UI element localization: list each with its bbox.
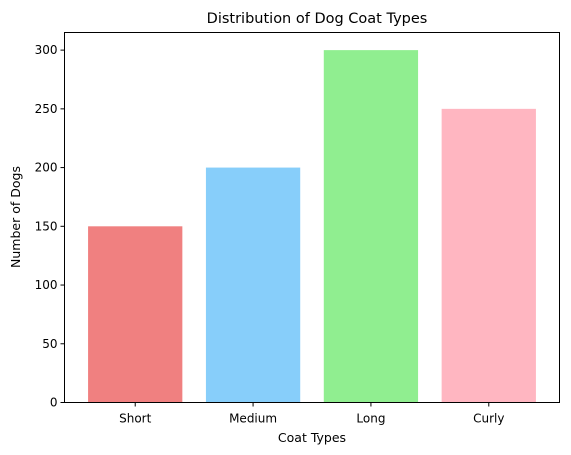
y-axis-label: Number of Dogs [8, 166, 23, 268]
bar-medium [205, 167, 301, 403]
x-tick-label: Short [119, 412, 151, 426]
plot-frame [64, 32, 560, 403]
y-tick-label: 100 [35, 278, 58, 292]
bar-long [323, 50, 419, 403]
y-tick-label: 250 [35, 102, 58, 116]
bar-short [88, 226, 183, 403]
y-tick-label: 300 [35, 43, 58, 57]
y-tick-label: 50 [42, 337, 57, 351]
y-tick-label: 0 [50, 396, 58, 410]
x-tick-label: Curly [473, 412, 504, 426]
x-tick-label: Long [356, 412, 385, 426]
bar-curly [441, 108, 536, 403]
y-tick-label: 200 [35, 161, 58, 175]
chart-title: Distribution of Dog Coat Types [207, 11, 428, 27]
bars-group [88, 50, 536, 403]
x-axis-ticks: Short Medium Long Curly [119, 402, 504, 426]
x-tick-label: Medium [229, 412, 277, 426]
x-axis-label: Coat Types [278, 430, 346, 445]
y-axis-ticks: 0 50 100 150 200 250 300 [35, 43, 65, 410]
y-tick-label: 150 [35, 219, 58, 233]
